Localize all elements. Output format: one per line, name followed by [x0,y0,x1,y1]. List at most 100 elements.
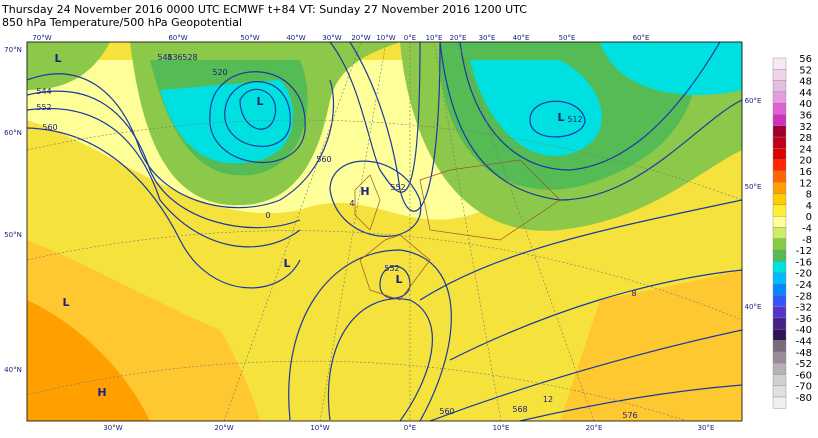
legend-label: -28 [796,291,812,302]
lon-label: 10°W [310,424,329,432]
contour-label: 4 [349,199,354,208]
legend-label: 48 [799,77,812,88]
contour-label: 8 [631,289,636,298]
lat-label: 60°E [745,97,762,105]
legend-swatch [772,159,787,172]
pressure-centre: L [256,95,263,108]
contour-label: 552 [384,264,399,273]
legend-swatch [772,148,787,160]
legend-swatch [772,193,787,206]
lat-label: 40°E [745,303,762,311]
legend-label: -48 [796,348,812,359]
lon-label: 40°E [513,34,530,42]
lon-label: 10°E [493,424,510,432]
lon-label: 30°E [479,34,496,42]
contour-label: 12 [543,395,553,404]
contour-label: 536 [167,53,182,62]
contour-label: 560 [42,123,57,132]
legend-label: 56 [799,54,812,65]
lat-label: 70°N [4,46,22,54]
legend-swatch [772,385,787,398]
pressure-centre: H [97,386,106,399]
lon-label: 30°W [103,424,122,432]
pressure-centre: L [395,273,402,286]
contour-label: 520 [212,68,227,77]
lon-label: 10°W [376,34,395,42]
lon-label: 20°W [214,424,233,432]
legend-label: 44 [799,88,812,99]
lon-label: 30°E [698,424,715,432]
lon-label: 20°W [351,34,370,42]
legend-label: 28 [799,133,812,144]
legend-label: -24 [796,280,812,291]
legend-swatch [772,283,787,296]
legend-label: 40 [799,99,812,110]
legend-label: -20 [796,269,812,280]
pressure-centre: L [557,111,564,124]
legend-label: -8 [802,235,812,246]
legend-swatch [772,362,787,375]
pressure-centre: H [360,185,369,198]
lat-label: 60°N [4,129,22,137]
legend-swatch [772,396,787,409]
lon-label: 10°E [426,34,443,42]
legend-label: -60 [796,370,812,381]
legend-label: 12 [799,178,812,189]
legend-label: -32 [796,303,812,314]
lon-label: 50°E [559,34,576,42]
legend-label: -80 [796,393,812,404]
contour-label: 568 [512,405,527,414]
contour-label: 552 [390,183,405,192]
lat-label: 40°N [4,366,22,374]
map-frame [26,41,743,422]
legend-label: 52 [799,65,812,76]
legend-swatch [772,306,787,319]
legend-swatch [772,91,787,104]
legend-label: 36 [799,111,812,122]
legend-label: 8 [806,190,812,201]
contour-label: 576 [622,411,637,420]
legend-swatch [772,170,787,183]
legend-label: -4 [802,224,812,235]
lon-label: 40°W [286,34,305,42]
legend-swatch [772,136,787,149]
legend-label: -70 [796,382,812,393]
contour-label: 528 [182,53,197,62]
legend-swatch [772,295,787,307]
lon-label: 30°W [322,34,341,42]
lat-label: 50°N [4,231,22,239]
legend-label: 32 [799,122,812,133]
legend-swatch [772,114,787,127]
legend-swatch [772,227,787,240]
header-line-1: Thursday 24 November 2016 0000 UTC ECMWF… [1,3,527,16]
pressure-centre: L [54,52,61,65]
map [27,42,742,421]
contour-label: 560 [439,407,454,416]
legend-swatch [772,182,787,194]
legend-swatch [772,69,787,81]
legend-swatch [772,329,787,341]
lon-label: 0°E [404,424,416,432]
legend-label: 16 [799,167,812,178]
legend-swatch [772,261,787,273]
legend-label: -12 [796,246,812,257]
legend-label: 4 [806,201,812,212]
legend-label: -44 [796,337,812,348]
legend-label: 20 [799,156,812,167]
legend-swatch [772,238,787,251]
pressure-centre: L [283,257,290,270]
pressure-centre: L [62,296,69,309]
legend-swatch [772,340,787,353]
legend-swatch [772,215,787,228]
legend-label: -16 [796,257,812,268]
legend-swatch [772,351,787,364]
legend-swatch [772,102,787,115]
legend-swatch [772,272,787,285]
legend-label: 24 [799,144,812,155]
lon-label: 50°W [240,34,259,42]
lat-label: 50°E [745,183,762,191]
lon-label: 0°E [404,34,416,42]
contour-label: 544 [36,87,51,96]
contour-label: 0 [265,211,270,220]
